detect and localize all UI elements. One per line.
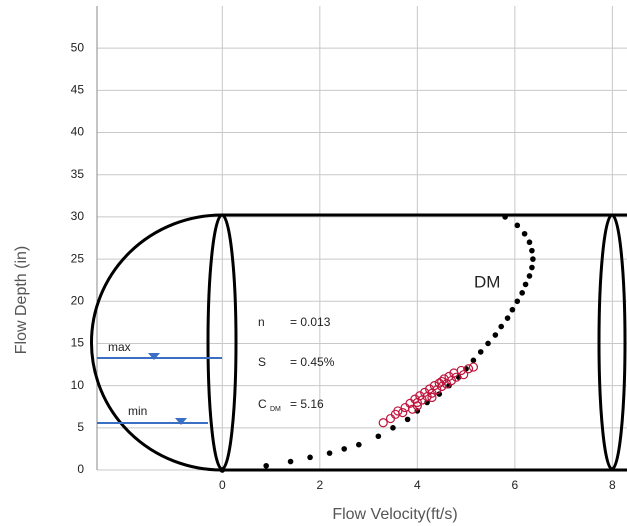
annotation: = 0.013 bbox=[290, 315, 331, 329]
point bbox=[492, 332, 499, 338]
point bbox=[400, 402, 410, 413]
point bbox=[326, 450, 333, 456]
point bbox=[477, 349, 484, 355]
point bbox=[530, 256, 536, 262]
annotation: = 0.45% bbox=[290, 355, 335, 369]
point bbox=[436, 391, 443, 397]
point bbox=[468, 362, 479, 372]
pipe-section bbox=[597, 213, 627, 471]
series-label: DM bbox=[474, 272, 500, 291]
point bbox=[529, 247, 535, 254]
point bbox=[459, 370, 469, 380]
point bbox=[526, 239, 533, 246]
point bbox=[356, 441, 362, 448]
annotation: n bbox=[258, 315, 265, 329]
point bbox=[385, 413, 396, 424]
point bbox=[502, 214, 508, 220]
point bbox=[509, 306, 516, 313]
point bbox=[427, 392, 437, 403]
y-tick-label: 15 bbox=[71, 336, 85, 350]
x-tick-label: 8 bbox=[609, 478, 616, 492]
marks bbox=[219, 214, 536, 473]
water-symbol bbox=[148, 353, 160, 360]
y-axis-title: Flow Depth (in) bbox=[13, 246, 30, 354]
point bbox=[498, 323, 505, 330]
point bbox=[398, 408, 408, 418]
point bbox=[437, 376, 447, 387]
annotation: = 5.16 bbox=[290, 397, 324, 411]
point bbox=[526, 273, 533, 279]
x-tick-label: 6 bbox=[512, 478, 519, 492]
point bbox=[521, 230, 528, 237]
point bbox=[404, 416, 411, 423]
point bbox=[504, 315, 511, 321]
point bbox=[470, 357, 477, 364]
point bbox=[522, 281, 529, 288]
x-tick-label: 4 bbox=[414, 478, 421, 492]
point bbox=[287, 458, 294, 465]
y-tick-label: 40 bbox=[71, 125, 85, 139]
point bbox=[307, 454, 313, 461]
pipe-end bbox=[89, 213, 223, 472]
y-tick-label: 45 bbox=[71, 83, 85, 97]
point bbox=[485, 340, 491, 347]
point bbox=[219, 467, 226, 473]
annotation: C bbox=[258, 397, 267, 411]
point bbox=[378, 418, 388, 428]
annotation: DM bbox=[270, 406, 281, 413]
point bbox=[341, 446, 348, 452]
point bbox=[514, 298, 521, 305]
water-symbol bbox=[175, 418, 187, 425]
y-tick-label: 5 bbox=[77, 420, 84, 434]
point bbox=[514, 222, 521, 229]
grid bbox=[97, 6, 627, 471]
point bbox=[529, 264, 535, 271]
annotation: S bbox=[258, 355, 266, 369]
point bbox=[463, 364, 474, 374]
point bbox=[390, 425, 396, 431]
y-tick-label: 25 bbox=[71, 251, 85, 265]
y-tick-label: 0 bbox=[77, 462, 84, 476]
point bbox=[393, 406, 403, 416]
x-tick-label: 2 bbox=[316, 478, 323, 492]
point bbox=[375, 433, 382, 440]
point bbox=[412, 401, 422, 411]
y-tick-label: 10 bbox=[71, 378, 85, 392]
y-tick-label: 30 bbox=[71, 209, 85, 223]
x-tick-label: 0 bbox=[219, 478, 226, 492]
annotation: min bbox=[128, 404, 147, 418]
y-tick-label: 50 bbox=[71, 40, 85, 54]
point bbox=[263, 462, 269, 469]
y-tick-label: 35 bbox=[71, 167, 85, 181]
point bbox=[519, 290, 525, 296]
y-tick-label: 20 bbox=[71, 293, 85, 307]
x-axis-title: Flow Velocity(ft/s) bbox=[332, 506, 457, 523]
annotation: max bbox=[108, 340, 131, 354]
